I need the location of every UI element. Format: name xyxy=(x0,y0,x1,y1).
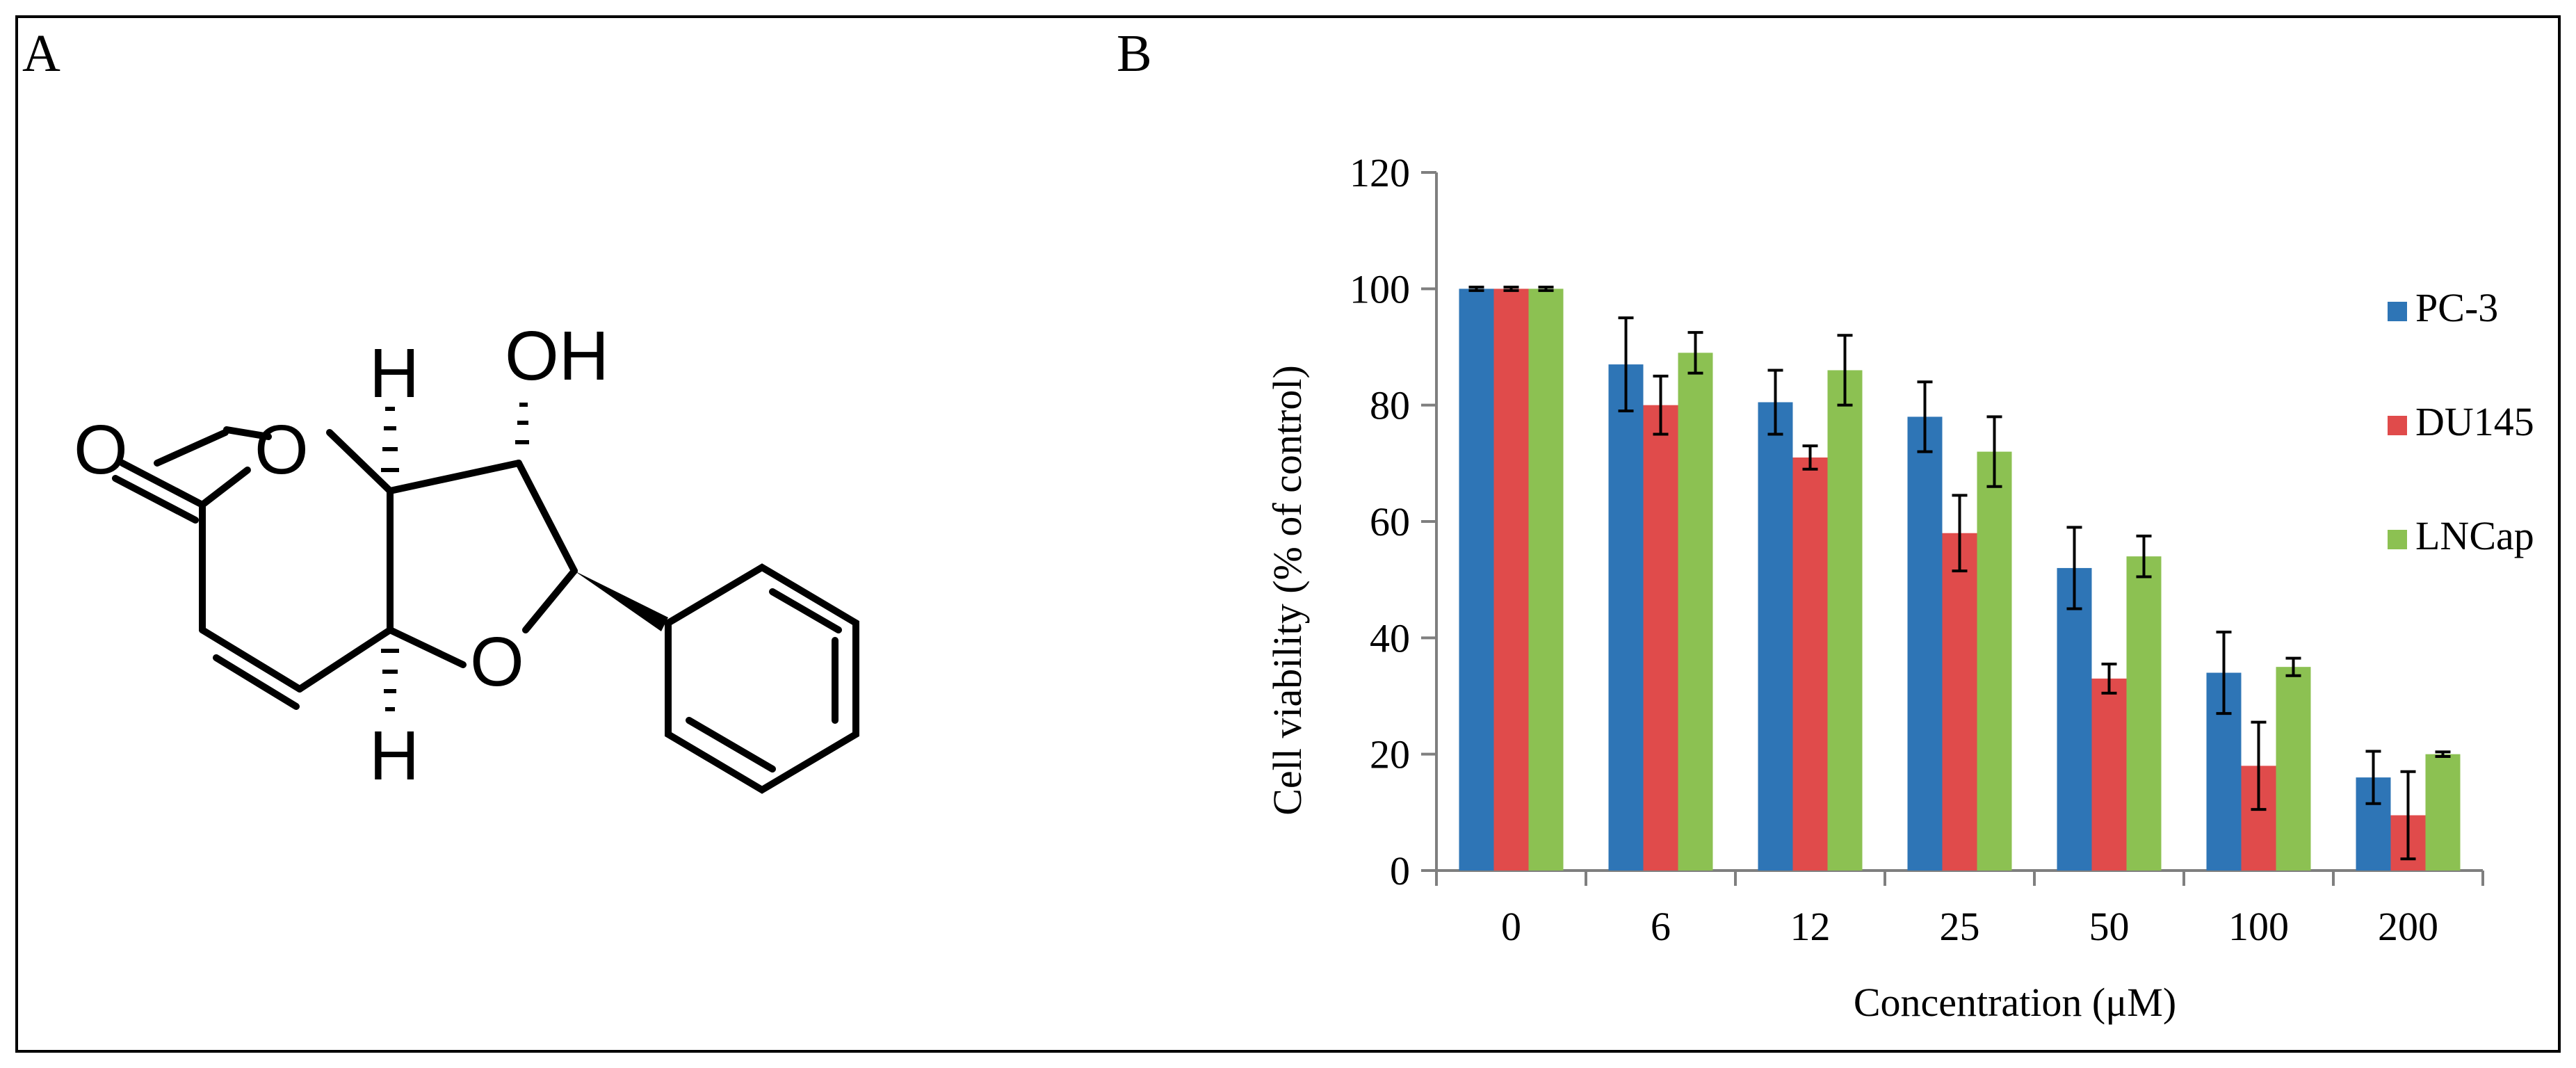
wedge-bond xyxy=(574,571,668,631)
y-tick-label: 120 xyxy=(1350,150,1410,195)
bond xyxy=(686,717,776,772)
bond xyxy=(387,460,522,494)
bar xyxy=(1792,457,1828,871)
bond xyxy=(213,654,300,710)
legend-swatch xyxy=(2388,416,2407,435)
atom-label: O xyxy=(74,411,128,489)
y-tick-label: 40 xyxy=(1370,615,1410,661)
bond xyxy=(296,626,394,693)
bar xyxy=(2091,678,2127,871)
bond xyxy=(387,626,467,668)
bond xyxy=(154,429,229,467)
bar xyxy=(1643,405,1678,871)
y-tick-label: 20 xyxy=(1370,732,1410,777)
bar xyxy=(2126,556,2162,871)
panel-b-label: B xyxy=(1117,24,1152,83)
legend-label: PC-3 xyxy=(2415,285,2498,330)
chart-error-bars xyxy=(1468,285,2451,861)
chart-tick-labels: 0 20 40 60 80 100 120 0 6 12 25 50 100 200 xyxy=(1350,150,2438,949)
atom-label: OH xyxy=(505,317,609,395)
bond xyxy=(223,426,272,440)
x-tick-label: 25 xyxy=(1940,904,1980,949)
legend-swatch xyxy=(2388,302,2407,321)
legend-label: DU145 xyxy=(2415,399,2534,444)
atom-label: O xyxy=(470,623,524,701)
bar xyxy=(1459,289,1494,871)
bar xyxy=(1678,353,1713,871)
y-axis-title: Cell viability (% of control) xyxy=(1265,365,1310,816)
atom-label: O xyxy=(254,411,309,489)
bar xyxy=(1493,289,1529,871)
atom-label: H xyxy=(369,717,419,795)
bar xyxy=(1758,402,1793,871)
figure-frame: A B xyxy=(15,15,2561,1053)
chart-legend: PC-3 DU145 LNCap xyxy=(2388,285,2534,558)
bar xyxy=(1942,533,1977,871)
bar xyxy=(1608,364,1644,871)
bar xyxy=(2425,754,2461,871)
bar xyxy=(1977,451,2012,871)
bar xyxy=(2057,567,2092,871)
phenyl-ring xyxy=(665,563,859,794)
bond xyxy=(112,475,199,524)
bond xyxy=(199,467,251,508)
x-tick-label: 50 xyxy=(2089,904,2130,949)
bar xyxy=(2276,667,2311,871)
bond xyxy=(522,567,578,633)
x-tick-label: 6 xyxy=(1651,904,1671,949)
bond xyxy=(119,460,206,508)
y-tick-label: 100 xyxy=(1350,266,1410,312)
legend-label: LNCap xyxy=(2415,513,2534,558)
x-tick-label: 200 xyxy=(2378,904,2438,949)
bond xyxy=(199,626,303,693)
bar xyxy=(1907,416,1943,871)
y-tick-label: 0 xyxy=(1390,848,1410,893)
x-tick-label: 0 xyxy=(1501,904,1521,949)
atom-label: H xyxy=(369,334,419,412)
bond xyxy=(326,429,394,494)
bar xyxy=(1528,289,1564,871)
chart-bars xyxy=(1459,289,2461,871)
panel-a-label: A xyxy=(22,24,60,83)
x-tick-label: 100 xyxy=(2228,904,2289,949)
x-axis-title: Concentration (μM) xyxy=(1854,980,2176,1025)
y-tick-label: 80 xyxy=(1370,383,1410,428)
bar xyxy=(1827,370,1863,871)
bar-chart: 0 20 40 60 80 100 120 0 6 12 25 50 100 200 PC-3 DU145 L… xyxy=(1265,150,2534,1025)
y-tick-label: 60 xyxy=(1370,499,1410,544)
bond xyxy=(515,460,578,574)
chemical-structure: OH O O O H H xyxy=(74,317,859,795)
bond xyxy=(769,588,842,633)
x-tick-label: 12 xyxy=(1790,904,1831,949)
legend-swatch xyxy=(2388,530,2407,549)
